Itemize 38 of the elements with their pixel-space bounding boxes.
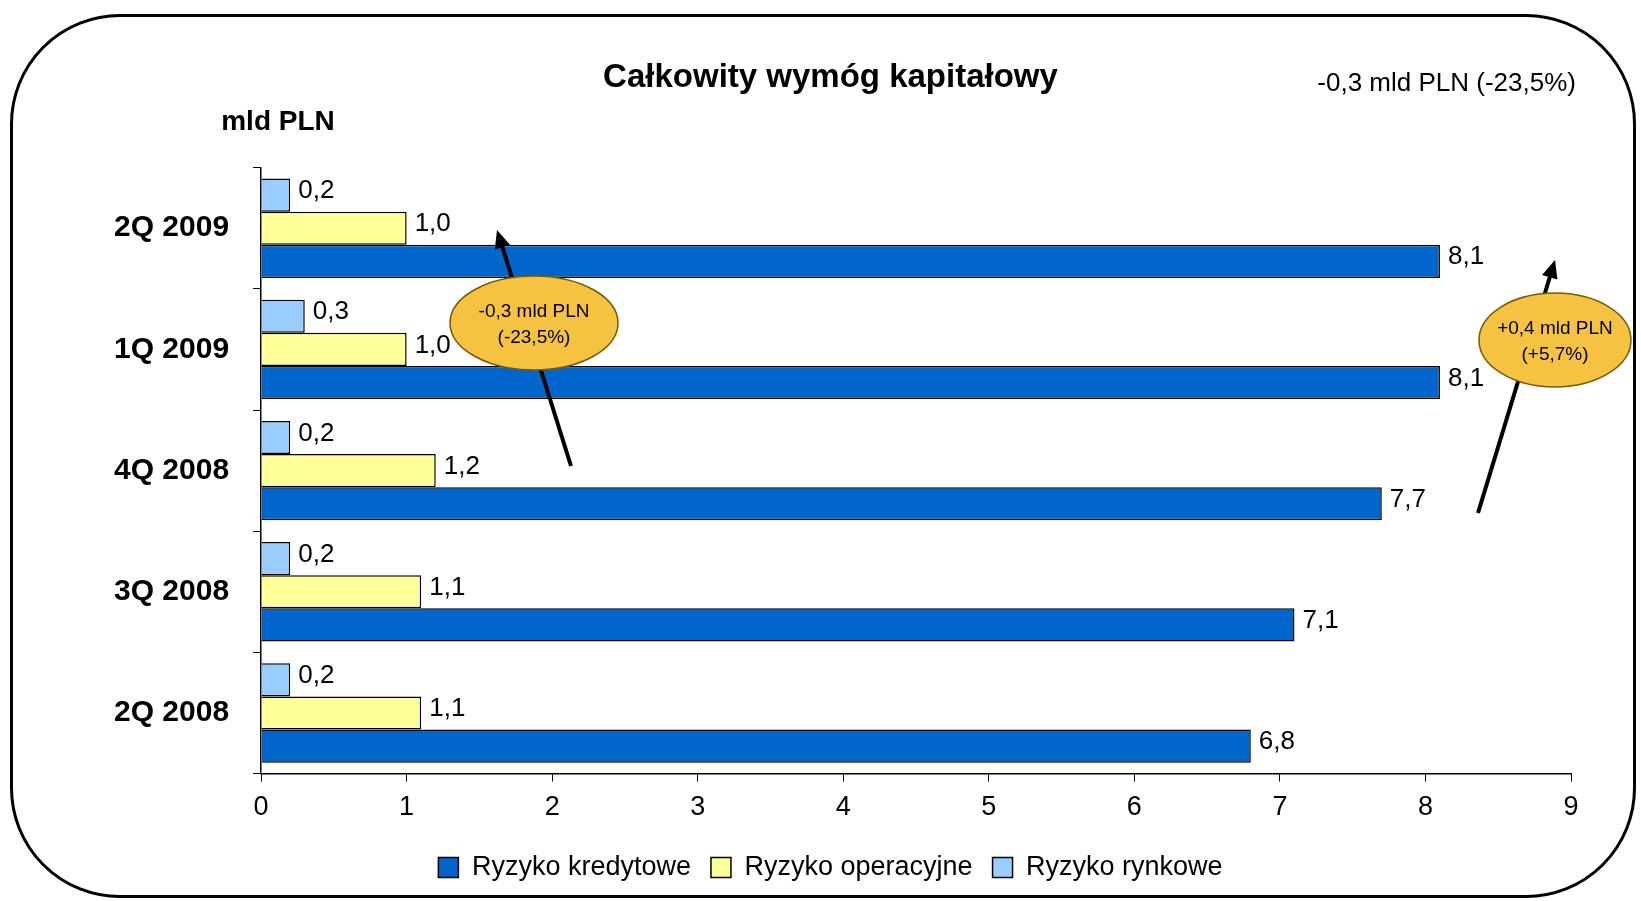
legend-label: Ryzyko rynkowe [1026, 850, 1223, 881]
data-label: 1,1 [429, 692, 466, 723]
x-tick-label: 1 [399, 791, 415, 822]
x-tick-label: 9 [1563, 791, 1579, 822]
data-label: 0,3 [312, 295, 349, 326]
data-label: 6,8 [1258, 725, 1295, 756]
x-tick-label: 4 [835, 791, 851, 822]
y-tick-label: 1Q 2009 [114, 330, 230, 364]
y-tick-label: 2Q 2008 [114, 694, 230, 728]
x-tick-label: 7 [1272, 791, 1288, 822]
data-label: 0,2 [298, 416, 335, 447]
x-tick-label: 5 [981, 791, 997, 822]
x-tick-label: 3 [690, 791, 706, 822]
data-label: 0,2 [298, 537, 335, 568]
data-label: 7,7 [1389, 482, 1426, 513]
data-label: 1,1 [429, 570, 466, 601]
chart-title: Całkowity wymóg kapitałowy [603, 56, 1059, 94]
text: -0,3 mld PLN (-23,5%) [1317, 67, 1576, 98]
y-axis-title: mld PLN [221, 104, 335, 136]
data-label: 0,2 [298, 174, 335, 205]
y-tick-label: 2Q 2009 [114, 209, 230, 243]
data-label: 1,0 [414, 207, 451, 238]
data-label: 8,1 [1448, 361, 1485, 392]
x-tick-label: 6 [1126, 791, 1142, 822]
data-label: 1,0 [414, 328, 451, 359]
annotation: -0,3 mld PLN (-23,5%) [478, 300, 590, 347]
annotation: +0,4 mld PLN (+5,7%) [1497, 317, 1613, 364]
x-tick-label: 8 [1417, 791, 1433, 822]
legend-label: Ryzyko operacyjne [744, 850, 973, 881]
data-label: 7,1 [1302, 604, 1339, 635]
data-label: 1,2 [443, 449, 480, 480]
legend-label: Ryzyko kredytowe [471, 850, 691, 881]
x-tick-label: 0 [253, 791, 269, 822]
y-tick-label: 4Q 2008 [114, 451, 230, 485]
x-tick-label: 2 [544, 791, 560, 822]
data-label: 8,1 [1448, 240, 1485, 271]
data-label: 0,2 [298, 659, 335, 690]
y-tick-label: 3Q 2008 [114, 573, 230, 607]
